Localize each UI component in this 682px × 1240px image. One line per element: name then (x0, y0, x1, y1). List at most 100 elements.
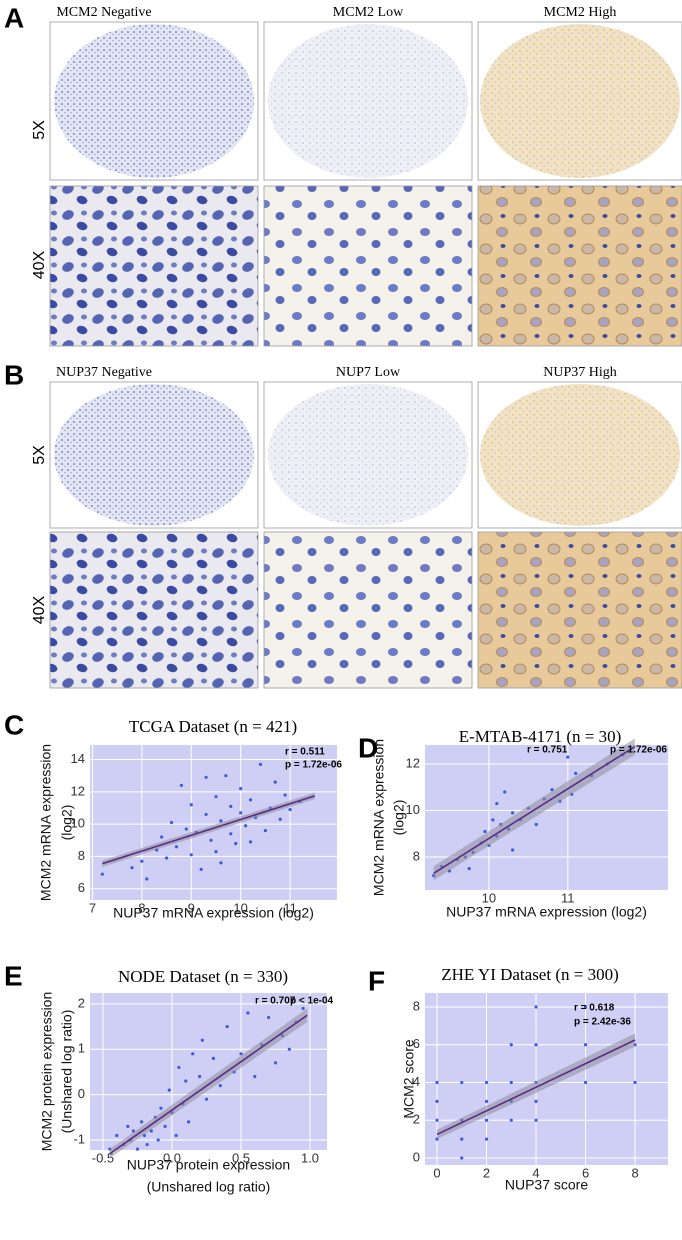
point (229, 832, 233, 836)
point (145, 1142, 149, 1147)
point (534, 1118, 538, 1122)
point (234, 841, 238, 846)
point (211, 1056, 216, 1060)
point (174, 845, 179, 849)
x-axis-label: NUP37 mRNA expression (log2) (446, 904, 647, 920)
tissue-core (480, 384, 680, 526)
x-axis-label: NUP37 protein expression (127, 1157, 290, 1173)
fit-line (109, 1014, 308, 1155)
point (574, 771, 578, 775)
point (495, 801, 499, 806)
point (186, 1120, 191, 1124)
panel-letter: A (4, 2, 24, 33)
point (224, 774, 228, 778)
x-tick-label: 2 (483, 1165, 490, 1180)
y-tick-label: 12 (406, 755, 420, 770)
point (204, 812, 208, 817)
chart-title: E-MTAB-4171 (n = 30) (459, 727, 622, 746)
point (174, 1133, 178, 1138)
tissue-core (268, 384, 468, 526)
point (467, 867, 471, 871)
y-tick-label: 8 (413, 848, 420, 863)
y-tick-label: 2 (413, 1112, 420, 1127)
point (484, 1118, 489, 1122)
point (283, 793, 287, 797)
y-tick-label: 0 (78, 1086, 85, 1101)
point (460, 1080, 464, 1085)
x-tick-label: 0.0 (163, 1150, 181, 1165)
micrograph (477, 185, 682, 347)
x-tick-label: 0 (433, 1165, 440, 1180)
point (246, 1011, 250, 1015)
plot-background (90, 993, 327, 1150)
y-tick-label: 8 (413, 998, 420, 1013)
point (248, 840, 253, 844)
point (225, 1024, 229, 1029)
point (209, 838, 213, 842)
row-label: 40X (31, 250, 48, 279)
point (239, 811, 243, 815)
tissue-core (480, 24, 680, 178)
image-title: MCM2 Negative (56, 5, 151, 20)
fit-line (436, 1039, 636, 1136)
point (263, 828, 267, 833)
point (273, 1061, 278, 1065)
x-tick-label: 8 (631, 1165, 638, 1180)
annotation: r = 0.751 (527, 745, 568, 756)
point (218, 1083, 222, 1088)
point (301, 1006, 305, 1011)
y-tick-label: 8 (78, 848, 85, 863)
point (159, 1106, 163, 1110)
point (503, 790, 507, 794)
point (239, 1052, 243, 1056)
image-title: NUP37 Negative (56, 365, 152, 380)
image-title: NUP37 High (543, 365, 617, 380)
x-tick-label: 9 (188, 900, 195, 915)
y-tick-label: 6 (78, 880, 85, 895)
image-grid (49, 21, 682, 347)
row-label: 5X (31, 120, 48, 140)
x-tick-label: 7 (89, 900, 96, 915)
row-label: 40X (31, 595, 48, 624)
tissue-core (268, 24, 468, 178)
y-tick-label: 2 (78, 995, 85, 1010)
point (267, 1015, 271, 1020)
point (550, 788, 554, 792)
fit-line (433, 745, 636, 874)
x-axis-label: NUP37 score (505, 1177, 588, 1193)
point (435, 1099, 439, 1103)
annotation: p = 1.72e-06 (610, 745, 667, 756)
micrograph (263, 185, 473, 347)
x-tick-label: -0.5 (92, 1150, 114, 1165)
point (534, 1005, 538, 1009)
point (583, 1005, 588, 1009)
annotation: r = 0.511 (285, 747, 325, 758)
point (167, 1088, 171, 1092)
annotation: r = 0.618 (574, 1003, 615, 1014)
x-tick-label: 10 (482, 890, 496, 905)
point (164, 856, 169, 860)
point (169, 820, 174, 825)
x-axis-label: (Unshared log ratio) (147, 1179, 271, 1195)
point (258, 762, 263, 766)
point (197, 1074, 202, 1079)
point (510, 848, 515, 852)
y-tick-label: 12 (71, 783, 85, 798)
point (199, 867, 203, 871)
x-tick-label: 8 (138, 900, 145, 915)
point (483, 829, 487, 834)
point (509, 1118, 513, 1122)
annotation: p < 1e-04 (290, 996, 334, 1007)
point (244, 824, 248, 828)
point (484, 1099, 489, 1103)
point (156, 1138, 160, 1142)
tissue-core (54, 24, 254, 178)
y-axis-label: MCM2 protein expression (39, 992, 55, 1152)
point (204, 1097, 209, 1101)
micrograph (49, 531, 259, 689)
point (160, 835, 164, 839)
point (184, 1079, 188, 1083)
point (435, 1118, 439, 1122)
point (460, 1156, 464, 1160)
